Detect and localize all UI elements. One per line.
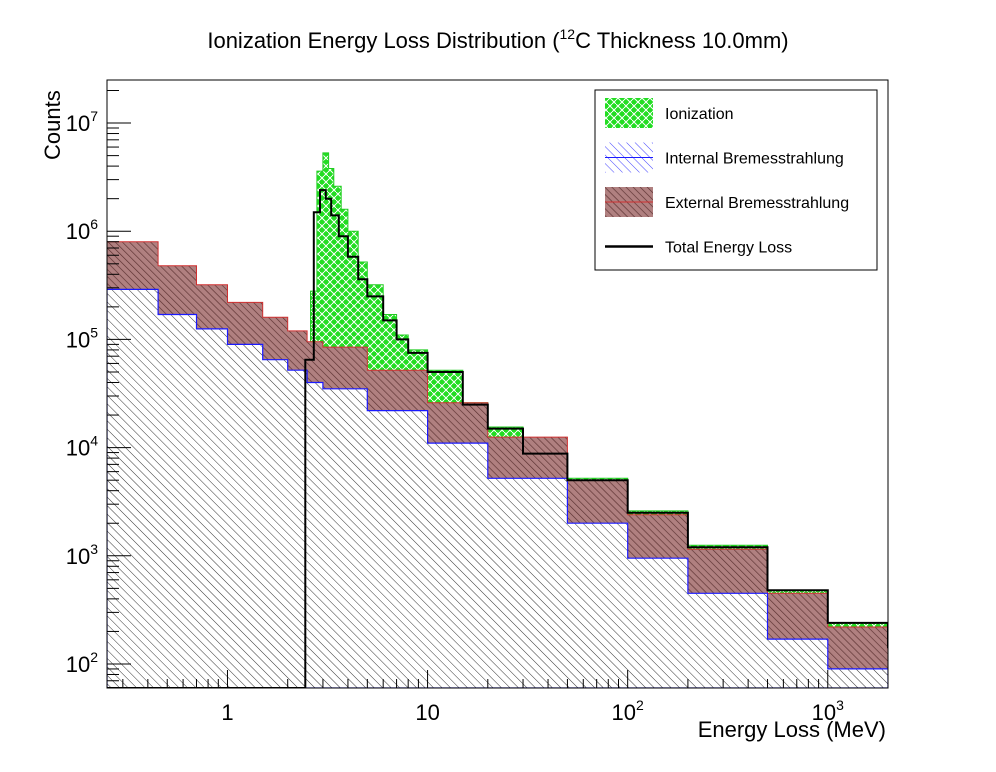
series-total-energy-loss-line bbox=[107, 189, 888, 688]
axis-ticks bbox=[107, 89, 889, 689]
plot-area bbox=[107, 152, 888, 688]
legend-item: Total Energy Loss bbox=[605, 240, 792, 257]
y-tick-label: 104 bbox=[66, 433, 98, 461]
legend-label: Total Energy Loss bbox=[665, 240, 792, 257]
series-internal-bremesstrahlung-area bbox=[107, 288, 888, 688]
legend: Ionization Internal Bremesstrahlung Extern… bbox=[594, 89, 878, 271]
x-tick-label: 103 bbox=[812, 697, 844, 725]
x-tick-label: 10 bbox=[415, 700, 439, 725]
legend-swatch bbox=[605, 98, 653, 128]
chart-title: Ionization Energy Loss Distribution (12C… bbox=[207, 26, 788, 53]
x-axis-label: Energy Loss (MeV) bbox=[698, 717, 886, 742]
legend-item: Internal Bremesstrahlung bbox=[605, 142, 844, 173]
y-tick-label: 105 bbox=[66, 324, 98, 352]
legend-label: External Bremesstrahlung bbox=[665, 195, 849, 212]
y-tick-label: 102 bbox=[66, 649, 98, 677]
y-tick-labels: 102 103 104 105 106 107 bbox=[66, 108, 98, 677]
plot-frame bbox=[106, 79, 889, 689]
legend-item: External Bremesstrahlung bbox=[605, 187, 849, 217]
x-tick-label: 1 bbox=[221, 700, 233, 725]
legend-label: Ionization bbox=[665, 106, 734, 123]
y-tick-label: 103 bbox=[66, 541, 98, 569]
y-axis-label: Counts bbox=[40, 90, 65, 160]
x-tick-label: 102 bbox=[612, 697, 644, 725]
y-tick-label: 107 bbox=[66, 108, 98, 136]
y-tick-label: 106 bbox=[66, 216, 98, 244]
legend-label: Internal Bremesstrahlung bbox=[665, 151, 844, 168]
legend-item: Ionization bbox=[605, 98, 734, 128]
x-tick-labels: 1 10 102 103 bbox=[221, 697, 844, 725]
